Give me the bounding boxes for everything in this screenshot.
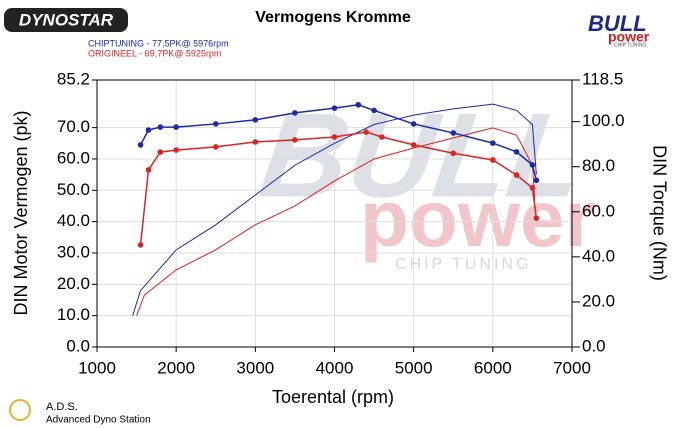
logo (4, 8, 128, 32)
marker (410, 121, 417, 127)
logo-text: A.D.S. (46, 401, 78, 413)
marker (529, 162, 536, 168)
x-tick-label: 1000 (78, 358, 116, 377)
series-line (139, 131, 538, 246)
marker (490, 157, 496, 163)
x-tick-label: 4000 (316, 358, 354, 377)
marker (252, 139, 259, 145)
x-tick-label: 6000 (474, 358, 512, 377)
marker (173, 124, 179, 130)
marker (292, 137, 298, 143)
y-tick-label: 70.0 (57, 117, 90, 136)
y2-axis-label: DIN Torque (Nm) (649, 145, 669, 281)
plot-frame (96, 79, 573, 348)
marker (529, 185, 536, 191)
series-line (139, 104, 538, 181)
marker (145, 167, 152, 173)
marker (157, 149, 164, 155)
y-tick-label: 0.0 (66, 336, 90, 355)
x-tick-label: 3000 (236, 358, 274, 377)
x-tick-label: 2000 (157, 358, 195, 377)
y2-tick-label: 118.5 (582, 69, 623, 88)
y2-tick-label: 40.0 (582, 246, 615, 265)
marker (137, 242, 144, 248)
y2-tick-label: 60.0 (582, 201, 615, 220)
marker (157, 124, 164, 130)
marker (410, 142, 417, 148)
legend-label: CHIPTUNING - 77,5PK@ 5976rpm (88, 38, 229, 48)
logo (9, 399, 31, 421)
marker (450, 130, 457, 136)
y-tick-label: 20.0 (57, 274, 90, 293)
marker (212, 121, 219, 127)
marker (212, 144, 219, 150)
y2-tick-label: 0.0 (582, 336, 606, 355)
marker (137, 142, 144, 148)
watermark: CHIP TUNING (395, 256, 531, 273)
x-tick-label: 7000 (553, 358, 591, 377)
y2-tick-label: 80.0 (582, 156, 615, 175)
marker (363, 129, 369, 135)
marker (252, 117, 259, 123)
y2-tick-label: 100.0 (582, 111, 625, 130)
legend-label: ORIGINEEL - 69,7PK@ 5925rpm (88, 48, 221, 58)
marker (533, 215, 540, 221)
marker (533, 177, 540, 184)
series-line (136, 127, 536, 316)
logo-text: Advanced Dyno Station (46, 415, 151, 426)
y-tick-label: 50.0 (57, 180, 90, 199)
marker (490, 140, 496, 146)
chart-title: Vermogens Kromme (255, 9, 411, 26)
marker (450, 150, 457, 157)
logo-text: CHIP TUNING (614, 42, 646, 48)
marker (292, 110, 298, 116)
marker (371, 107, 377, 114)
y-tick-label: 10.0 (57, 305, 90, 324)
y-tick-label: 40.0 (57, 211, 90, 230)
marker (355, 101, 362, 108)
marker (379, 134, 385, 140)
marker (331, 105, 338, 111)
y-tick-label: 30.0 (57, 242, 90, 261)
y-tick-label: 60.0 (57, 148, 90, 167)
marker (331, 134, 338, 140)
logo-text: power (608, 29, 650, 45)
marker (513, 149, 520, 155)
logo-text: DYNOSTAR (19, 10, 114, 29)
y-axis-label: DIN Motor Vermogen (pk) (11, 110, 31, 315)
y2-tick-label: 20.0 (582, 291, 615, 310)
marker (513, 172, 520, 178)
x-tick-label: 5000 (395, 358, 433, 377)
x-axis-label: Toerental (rpm) (272, 387, 394, 407)
watermark: power (360, 174, 596, 263)
y-tick-label: 85.2 (57, 69, 90, 88)
marker (145, 127, 152, 133)
logo-text: BULL (588, 11, 647, 36)
marker (173, 147, 179, 153)
